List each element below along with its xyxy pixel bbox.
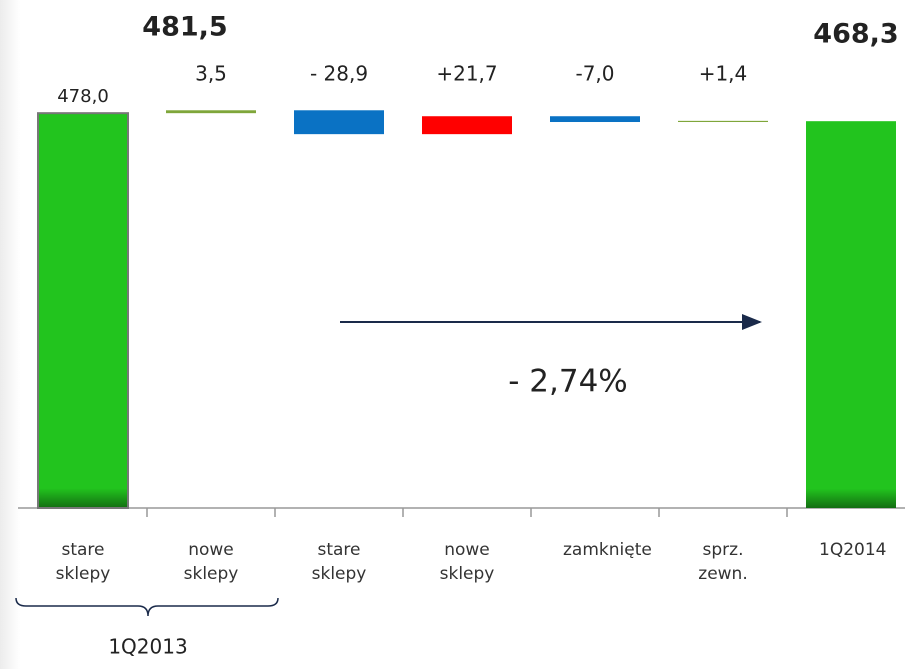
subtotal-label: 481,5 <box>142 12 227 43</box>
x-tick-text: 1Q2014 <box>819 540 887 560</box>
x-tick-label: 1Q2014 <box>801 538 901 562</box>
group-label: 1Q2013 <box>108 635 187 659</box>
bar <box>294 110 384 135</box>
x-tick-text: zamknięte <box>563 540 652 560</box>
x-tick-label: nowe sklepy <box>161 538 261 586</box>
value-label: - 28,9 <box>310 62 368 86</box>
x-tick-text: sprz. zewn. <box>698 540 748 584</box>
x-tick-label: stare sklepy <box>33 538 133 586</box>
value-label: +1,4 <box>699 62 748 86</box>
value-label: 468,3 <box>813 19 898 50</box>
value-label: -7,0 <box>575 62 614 86</box>
x-tick-text: nowe sklepy <box>439 540 495 584</box>
value-label: 3,5 <box>195 62 227 86</box>
x-tick-label: sprz. zewn. <box>673 538 773 586</box>
x-tick-label: nowe sklepy <box>417 538 517 586</box>
bar <box>678 120 768 123</box>
value-label: +21,7 <box>436 62 497 86</box>
x-tick-label: zamknięte <box>545 538 652 562</box>
x-tick-text: stare sklepy <box>55 540 111 584</box>
value-label: 478,0 <box>57 86 109 107</box>
change-label: - 2,74% <box>508 364 628 400</box>
x-tick-label: stare sklepy <box>289 538 389 586</box>
bracket <box>15 597 279 617</box>
bar <box>422 116 512 135</box>
x-tick-text: stare sklepy <box>311 540 367 584</box>
bar <box>37 112 129 509</box>
bar <box>806 121 896 508</box>
bar <box>166 110 256 114</box>
x-tick-text: nowe sklepy <box>183 540 239 584</box>
bar <box>550 116 640 123</box>
